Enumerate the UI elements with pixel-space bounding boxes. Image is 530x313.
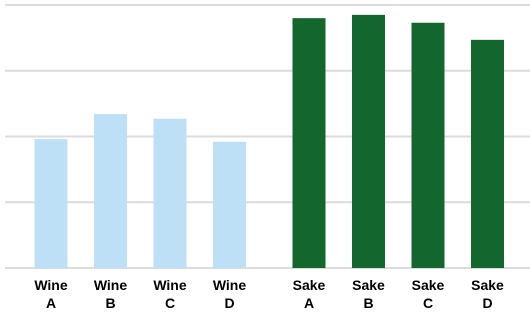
bar bbox=[471, 39, 504, 268]
x-tick-label: Wine D bbox=[212, 277, 247, 311]
bar bbox=[411, 22, 445, 268]
x-tick-label: Wine B bbox=[93, 277, 128, 311]
bar bbox=[292, 18, 326, 269]
bar bbox=[34, 139, 68, 268]
x-tick-label: Sake B bbox=[352, 277, 385, 311]
x-tick-label: Wine A bbox=[34, 277, 68, 311]
bar bbox=[213, 141, 246, 268]
bar bbox=[352, 14, 385, 268]
x-tick-label: Sake C bbox=[411, 277, 445, 311]
x-tick-label: Wine C bbox=[153, 277, 187, 311]
x-tick-label: Sake A bbox=[292, 277, 326, 311]
bar bbox=[153, 118, 187, 268]
x-tick-label: Sake D bbox=[471, 277, 504, 311]
bar bbox=[94, 114, 127, 269]
